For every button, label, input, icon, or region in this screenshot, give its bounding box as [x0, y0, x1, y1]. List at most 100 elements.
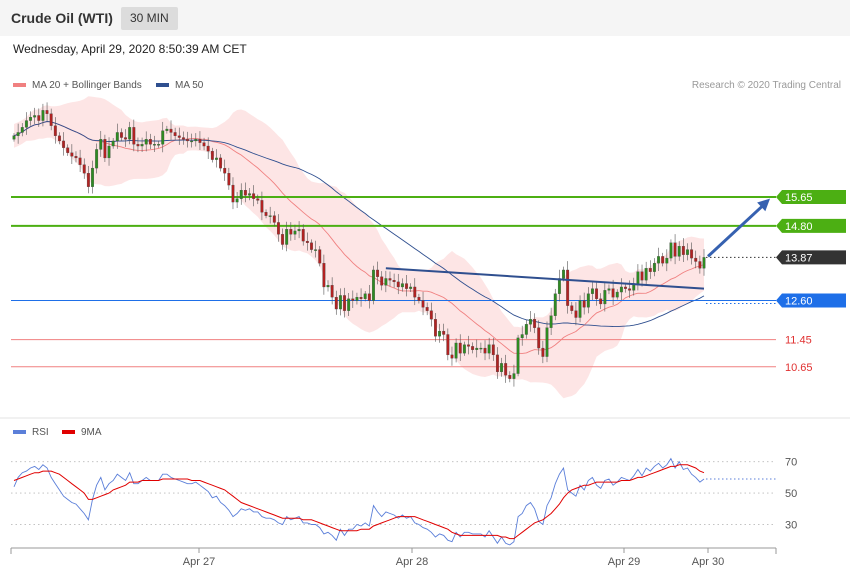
candle-body — [529, 319, 532, 325]
candle-body — [636, 271, 640, 284]
candle-body — [268, 215, 272, 217]
ma20-swatch — [13, 83, 26, 88]
candle-body — [239, 190, 243, 199]
candle-body — [657, 256, 660, 264]
candle-body — [248, 193, 251, 196]
candle-body — [53, 125, 57, 136]
neckline-trendline — [385, 267, 705, 290]
level-13-87-tag — [776, 250, 846, 265]
candle-body — [219, 157, 223, 169]
candle-body — [260, 200, 264, 213]
ma50-line — [13, 121, 705, 328]
candle-body — [624, 286, 627, 289]
moving-averages — [13, 121, 705, 354]
candle-body — [62, 140, 66, 148]
candle-body — [144, 139, 148, 145]
ma50-swatch — [156, 83, 169, 88]
candle-body — [500, 363, 503, 373]
candle-body — [66, 147, 70, 153]
level-13-87-label: 13.87 — [785, 252, 813, 264]
candle-body — [20, 127, 24, 133]
candle-body — [425, 307, 429, 311]
legend-ma50: MA 50 — [156, 80, 203, 91]
projection-arrow — [706, 202, 767, 258]
candle-body — [223, 167, 227, 174]
candle-body — [665, 257, 669, 264]
level-14-80-label: 14.80 — [785, 221, 813, 233]
legend-ma20: MA 20 + Bollinger Bands — [13, 80, 142, 91]
candle-body — [91, 167, 94, 187]
candle-body — [177, 135, 181, 138]
candle-body — [227, 173, 231, 186]
candle-body — [524, 324, 528, 335]
rsi-ma-swatch — [62, 430, 75, 435]
candle-body — [574, 310, 578, 318]
candle-body — [322, 263, 326, 288]
ma50-label: MA 50 — [175, 80, 204, 91]
candle-body — [615, 291, 619, 298]
candle-body — [231, 184, 235, 203]
candle-body — [458, 342, 462, 354]
timeframe-badge[interactable]: 30 MIN — [121, 7, 178, 30]
candle-body — [417, 296, 421, 301]
candle-body — [140, 144, 144, 147]
candle-body — [165, 128, 169, 131]
candle-body — [409, 286, 413, 289]
candle-body — [206, 145, 210, 152]
candle-body — [124, 137, 127, 140]
candle-body — [619, 286, 623, 293]
candle-body — [628, 288, 632, 291]
candle-body — [512, 373, 516, 379]
candle-body — [681, 246, 685, 255]
level-10-65-label: 10.65 — [785, 362, 813, 374]
candle-body — [351, 298, 355, 301]
candle-body — [202, 142, 206, 147]
candle-body — [578, 300, 582, 318]
candle-body — [243, 190, 247, 196]
candle-body — [41, 110, 45, 121]
candle-body — [355, 296, 359, 301]
candle-body — [111, 140, 115, 147]
candle-body — [289, 229, 293, 235]
candle-body — [74, 156, 78, 159]
candle-body — [677, 246, 681, 257]
candle-body — [318, 249, 322, 264]
candle-body — [343, 295, 346, 311]
legend-rsi: RSI — [13, 427, 49, 438]
candle-body — [363, 293, 367, 299]
candle-body — [467, 344, 470, 347]
rsi-tick-70: 70 — [785, 457, 797, 469]
candle-body — [690, 249, 694, 259]
candle-body — [24, 120, 28, 128]
candle-body — [78, 157, 82, 165]
candle-body — [326, 285, 330, 288]
candle-body — [310, 242, 313, 250]
candle-body — [537, 327, 541, 349]
ma20-label: MA 20 + Bollinger Bands — [32, 80, 142, 91]
candle-body — [235, 198, 239, 203]
candle-body — [103, 139, 107, 159]
candle-body — [190, 140, 194, 143]
candle-body — [314, 249, 318, 251]
candle-body — [372, 269, 375, 301]
candle-body — [16, 132, 20, 136]
candle-body — [132, 127, 136, 145]
candle-body — [264, 212, 268, 216]
candle-body — [186, 139, 189, 142]
rsi-label: RSI — [32, 427, 49, 438]
candle-body — [541, 347, 545, 357]
rsi-tick-50: 50 — [785, 488, 797, 500]
candle-body — [562, 269, 565, 279]
chart-overlays — [385, 198, 770, 290]
candle-body — [107, 145, 111, 159]
candle-body — [413, 286, 417, 298]
candle-body — [281, 234, 284, 245]
candle-body — [388, 278, 392, 281]
price-levels: 15.65 14.80 13.87 12.60 11.45 10.65 — [11, 189, 846, 374]
candle-body — [12, 135, 16, 140]
candle-body — [686, 249, 689, 255]
candle-body — [586, 293, 590, 308]
candle-body — [599, 298, 603, 305]
rsi-tick-30: 30 — [785, 519, 797, 531]
